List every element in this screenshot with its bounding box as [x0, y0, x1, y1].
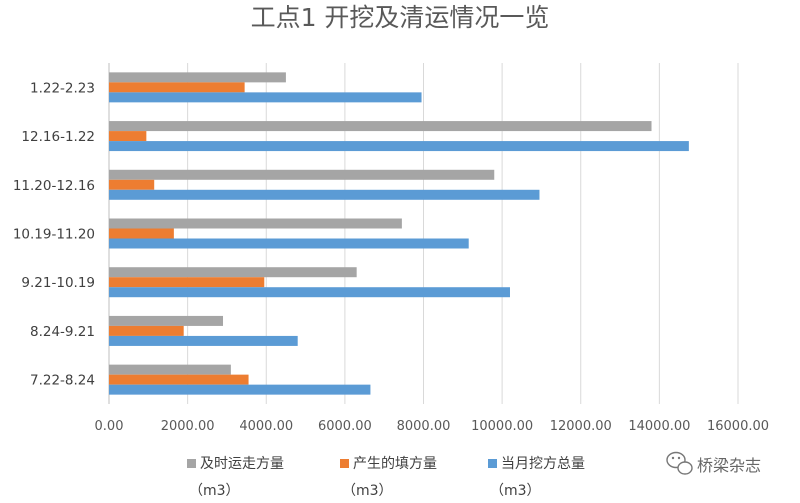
bar [109, 218, 402, 229]
category-label: 11.20-12.16 [13, 178, 95, 194]
bar [109, 121, 652, 132]
bar [109, 189, 540, 200]
bar [109, 287, 510, 298]
bar [109, 277, 265, 288]
category-label: 9.21-10.19 [21, 275, 95, 291]
bar [109, 238, 469, 249]
bars [109, 72, 689, 395]
legend-swatch [488, 459, 497, 468]
x-tick-label: 10000.00 [471, 419, 533, 434]
legend: 及时运走方量 （m3） 产生的填方量 （m3） 当月挖方总量 （m3） [187, 456, 585, 499]
wechat-icon [666, 451, 693, 475]
x-tick-label: 0.00 [95, 419, 124, 434]
gridlines [108, 63, 739, 404]
category-label: 10.19-11.20 [13, 227, 95, 243]
bar [109, 384, 371, 395]
category-label: 7.22-8.24 [30, 373, 95, 389]
legend-label: 当月挖方总量 [501, 456, 585, 472]
chart-title: 工点1 开挖及清运情况一览 [251, 3, 550, 32]
x-tick-label: 6000.00 [318, 419, 372, 434]
bar [109, 169, 495, 180]
bar [109, 72, 286, 83]
x-tick-label: 14000.00 [628, 419, 690, 434]
watermark: 桥梁杂志 [666, 451, 761, 475]
bar [109, 315, 224, 326]
category-label: 8.24-9.21 [30, 324, 95, 340]
legend-label: 产生的填方量 [353, 456, 437, 472]
x-tick-label: 2000.00 [161, 419, 215, 434]
legend-label: 及时运走方量 [200, 456, 284, 472]
bar [109, 228, 174, 239]
x-tick-label: 4000.00 [239, 419, 293, 434]
category-label: 1.22-2.23 [30, 80, 95, 96]
bar [109, 82, 245, 93]
category-labels: 1.22-2.23 12.16-1.22 11.20-12.16 10.19-11.2… [13, 80, 95, 388]
legend-unit: （m3） [490, 483, 541, 499]
bar [109, 325, 184, 336]
tick-labels: 0.00 2000.00 4000.00 6000.00 8000.00 10000.00… [95, 419, 769, 434]
x-tick-label: 8000.00 [397, 419, 451, 434]
bar [109, 364, 231, 375]
bar [109, 141, 689, 152]
legend-unit: （m3） [189, 483, 240, 499]
legend-swatch [187, 459, 196, 468]
x-tick-label: 12000.00 [550, 419, 612, 434]
bar [109, 92, 422, 103]
bar [109, 179, 155, 190]
bar [109, 267, 357, 278]
watermark-text: 桥梁杂志 [697, 456, 761, 475]
bar [109, 131, 147, 142]
x-tick-label: 16000.00 [707, 419, 769, 434]
legend-unit: （m3） [342, 483, 393, 499]
category-label: 12.16-1.22 [21, 129, 95, 145]
bar [109, 374, 249, 385]
bar [109, 335, 298, 346]
legend-swatch [340, 459, 349, 468]
